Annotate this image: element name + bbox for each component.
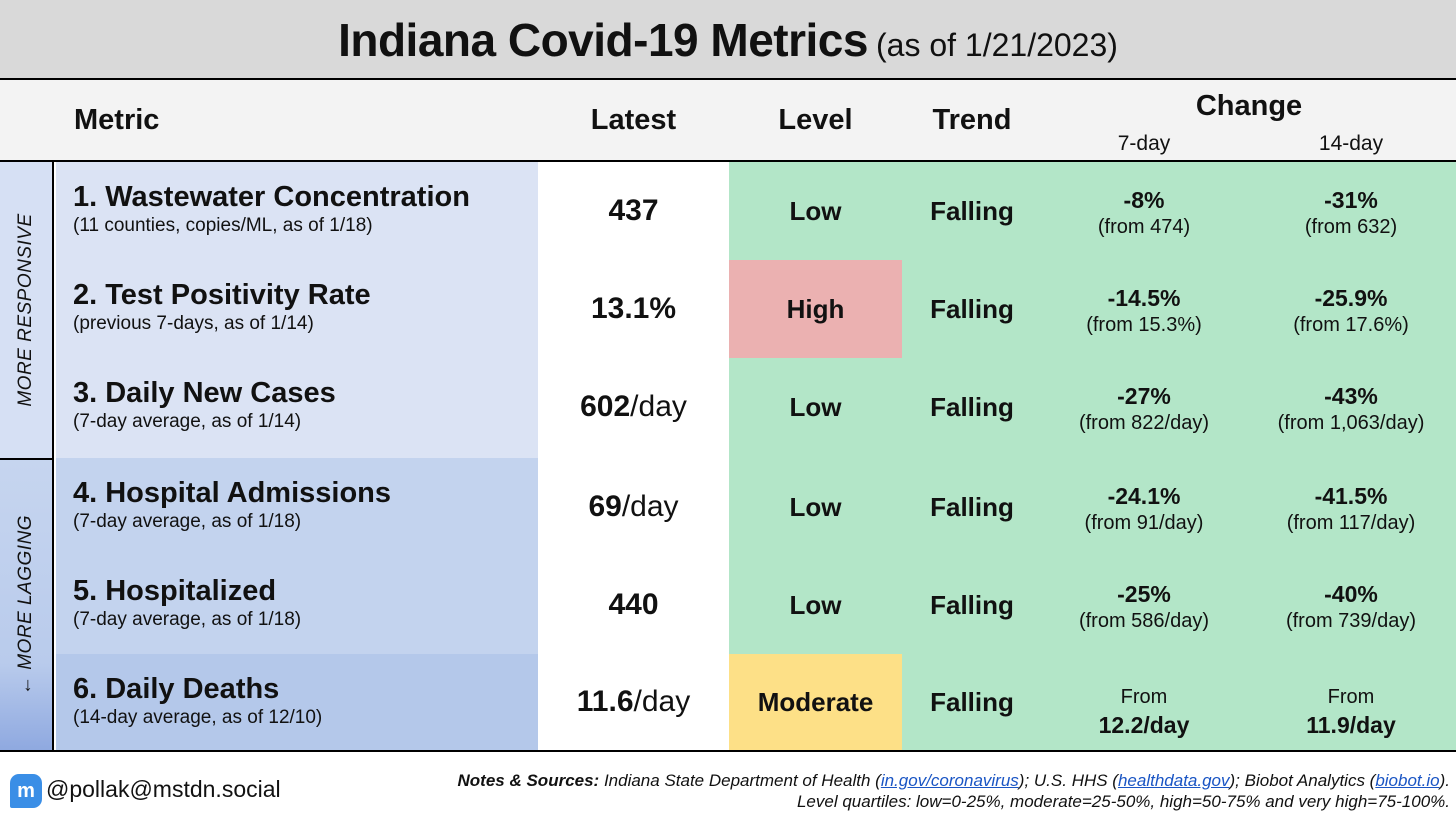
metric-subtitle: (11 counties, copies/ML, as of 1/18) — [73, 215, 373, 236]
trend-value: Falling — [902, 358, 1042, 458]
group-label-lagging: ← MORE LAGGING — [15, 514, 36, 696]
metric-cell: 2. Test Positivity Rate (previous 7-days… — [56, 260, 538, 358]
level-badge: Low — [729, 162, 902, 260]
level-badge: High — [729, 260, 902, 358]
metric-title: 4. Hospital Admissions — [73, 477, 391, 509]
group-more-responsive: MORE RESPONSIVE — [0, 162, 54, 458]
table-bottom-rule — [0, 750, 1456, 752]
change-14day: -43% (from 1,063/day) — [1246, 358, 1456, 458]
latest-value: 11.6/day — [538, 654, 729, 750]
change-7day: -8% (from 474) — [1042, 162, 1246, 260]
level-badge: Low — [729, 358, 902, 458]
table-row: 4. Hospital Admissions (7-day average, a… — [56, 458, 1456, 556]
notes-line-2: Level quartiles: low=0-25%, moderate=25-… — [796, 792, 1450, 811]
metric-title: 6. Daily Deaths — [73, 673, 280, 705]
table-row: 1. Wastewater Concentration (11 counties… — [56, 162, 1456, 260]
level-badge: Low — [729, 556, 902, 654]
header-metric: Metric — [74, 104, 160, 136]
change-7day: -24.1% (from 91/day) — [1042, 458, 1246, 556]
trend-value: Falling — [902, 458, 1042, 556]
table-row: 5. Hospitalized (7-day average, as of 1/… — [56, 556, 1456, 654]
metric-title: 2. Test Positivity Rate — [73, 279, 371, 311]
metric-subtitle: (7-day average, as of 1/18) — [73, 609, 302, 630]
notes-sources: Notes & Sources: Indiana State Departmen… — [350, 770, 1450, 812]
latest-value: 69/day — [538, 458, 729, 556]
title-bar: Indiana Covid-19 Metrics (as of 1/21/2023… — [0, 0, 1456, 80]
change-14day: -25.9% (from 17.6%) — [1246, 260, 1456, 358]
change-14day: -40% (from 739/day) — [1246, 556, 1456, 654]
mastodon-handle[interactable]: @pollak@mstdn.social — [46, 776, 281, 802]
change-14day: From 11.9/day — [1246, 654, 1456, 750]
table-row: 2. Test Positivity Rate (previous 7-days… — [56, 260, 1456, 358]
header-trend: Trend — [932, 104, 1012, 136]
metric-subtitle: (previous 7-days, as of 1/14) — [73, 313, 314, 334]
trend-value: Falling — [902, 654, 1042, 750]
change-14day: -41.5% (from 117/day) — [1246, 458, 1456, 556]
change-7day: -25% (from 586/day) — [1042, 556, 1246, 654]
link-biobot[interactable]: biobot.io — [1375, 771, 1440, 790]
trend-value: Falling — [902, 260, 1042, 358]
metric-cell: 5. Hospitalized (7-day average, as of 1/… — [56, 556, 538, 654]
header-change: Change — [1195, 90, 1303, 122]
notes-line-1: Notes & Sources: Indiana State Departmen… — [457, 771, 1450, 790]
page-subtitle: (as of 1/21/2023) — [875, 27, 1118, 63]
link-healthdata[interactable]: healthdata.gov — [1117, 771, 1230, 790]
change-7day: From 12.2/day — [1042, 654, 1246, 750]
trend-value: Falling — [902, 556, 1042, 654]
change-7day: -14.5% (from 15.3%) — [1042, 260, 1246, 358]
latest-value: 13.1% — [538, 260, 729, 358]
metric-title: 1. Wastewater Concentration — [73, 181, 470, 213]
trend-value: Falling — [902, 162, 1042, 260]
latest-value: 602/day — [538, 358, 729, 458]
table-row: 3. Daily New Cases (7-day average, as of… — [56, 358, 1456, 458]
header-change-7day: 7-day — [1117, 132, 1171, 155]
level-badge: Moderate — [729, 654, 902, 750]
group-label-responsive: MORE RESPONSIVE — [15, 213, 36, 407]
latest-value: 437 — [538, 162, 729, 260]
metric-title: 5. Hospitalized — [73, 575, 277, 607]
header-level: Level — [778, 104, 853, 136]
level-badge: Low — [729, 458, 902, 556]
page-title: Indiana Covid-19 Metrics — [338, 14, 868, 66]
metric-subtitle: (7-day average, as of 1/14) — [73, 411, 302, 432]
link-in-gov[interactable]: in.gov/coronavirus — [880, 771, 1019, 790]
metric-title: 3. Daily New Cases — [73, 377, 336, 409]
metric-subtitle: (14-day average, as of 12/10) — [73, 707, 323, 728]
metric-cell: 6. Daily Deaths (14-day average, as of 1… — [56, 654, 538, 750]
group-more-lagging: ← MORE LAGGING — [0, 458, 54, 750]
mastodon-icon: m — [10, 774, 42, 808]
metric-cell: 3. Daily New Cases (7-day average, as of… — [56, 358, 538, 458]
metric-subtitle: (7-day average, as of 1/18) — [73, 511, 302, 532]
change-14day: -31% (from 632) — [1246, 162, 1456, 260]
change-7day: -27% (from 822/day) — [1042, 358, 1246, 458]
table-header: Metric Latest Level Trend Change 7-day 1… — [0, 80, 1456, 162]
header-latest: Latest — [590, 104, 677, 136]
metric-cell: 1. Wastewater Concentration (11 counties… — [56, 162, 538, 260]
metric-cell: 4. Hospital Admissions (7-day average, a… — [56, 458, 538, 556]
footer: m @pollak@mstdn.social Notes & Sources: … — [0, 752, 1456, 819]
latest-value: 440 — [538, 556, 729, 654]
header-change-14day: 14-day — [1318, 132, 1384, 155]
table-row: 6. Daily Deaths (14-day average, as of 1… — [56, 654, 1456, 750]
